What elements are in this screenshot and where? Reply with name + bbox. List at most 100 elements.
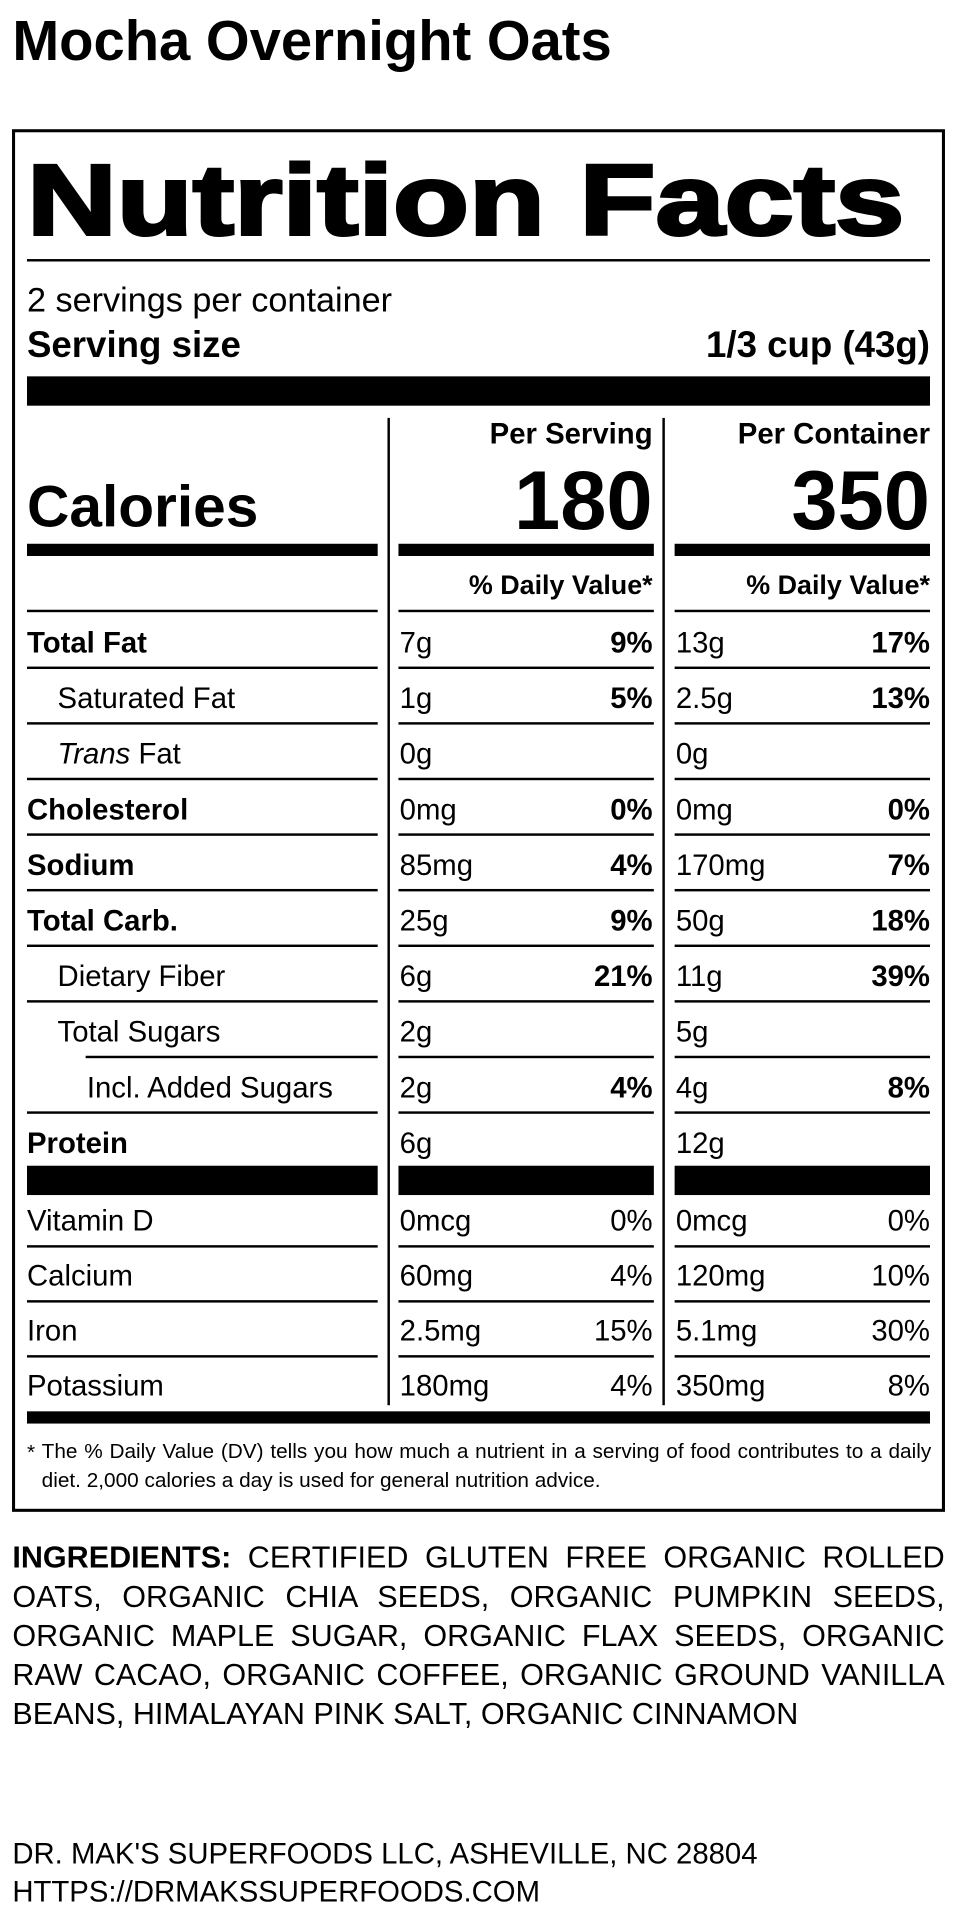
amount: 2g xyxy=(400,1071,433,1104)
calories-label: Calories xyxy=(27,475,258,540)
nutrient-name-text: Cholesterol xyxy=(27,793,188,826)
daily-value: 13% xyxy=(871,682,930,715)
amount: 1g xyxy=(400,682,433,715)
bar xyxy=(674,543,931,556)
calories-value: 350 xyxy=(791,454,930,547)
thick-bar xyxy=(674,1165,931,1196)
rule xyxy=(398,1355,654,1358)
amount: 0g xyxy=(400,738,433,771)
nutrient-name: Iron xyxy=(27,1314,78,1347)
rule xyxy=(398,944,654,948)
rule xyxy=(398,833,654,836)
amount: 2g xyxy=(400,1016,433,1049)
rule xyxy=(674,722,931,725)
daily-value: 4% xyxy=(610,849,652,882)
rule xyxy=(26,609,378,613)
rule xyxy=(398,777,654,781)
rule xyxy=(26,722,378,725)
nutrient-name: Dietary Fiber xyxy=(58,960,226,993)
nutrient-name-text: Potassium xyxy=(27,1369,164,1402)
serving-size: 1/3 cup (43g) xyxy=(706,324,930,365)
amount: 60mg xyxy=(400,1259,473,1292)
daily-value: 8% xyxy=(888,1071,930,1104)
amount: 12g xyxy=(676,1127,725,1160)
rule xyxy=(398,1300,654,1303)
footnote: The % Daily Value (DV) tells you how muc… xyxy=(41,1439,932,1492)
column-divider xyxy=(387,417,390,1406)
rule xyxy=(398,888,654,892)
servings: 2 servings per container xyxy=(27,282,392,320)
daily-value: 0% xyxy=(888,1204,930,1237)
rule xyxy=(674,666,931,670)
amount: 5.1mg xyxy=(676,1314,757,1347)
nutrient-name-text: Incl. Added Sugars xyxy=(87,1071,333,1104)
daily-value: 39% xyxy=(871,960,930,993)
daily-value: 5% xyxy=(610,682,652,715)
nutrient-name: Trans Fat xyxy=(58,738,181,771)
rule xyxy=(398,609,654,613)
thick-bar xyxy=(26,1165,378,1196)
rule xyxy=(26,1111,378,1114)
rule xyxy=(674,1355,931,1358)
nutrient-name-text: Fat xyxy=(130,738,181,771)
amount: 0g xyxy=(676,738,709,771)
footnote-mark: * xyxy=(27,1441,35,1464)
nutrient-name-text: Saturated Fat xyxy=(58,682,236,715)
nutrient-name-text: Total Sugars xyxy=(58,1016,221,1049)
address-line: DR. MAK'S SUPERFOODS LLC, ASHEVILLE, NC … xyxy=(12,1837,757,1870)
daily-value: 17% xyxy=(871,627,930,660)
rule xyxy=(26,1300,378,1303)
rule xyxy=(674,1055,931,1059)
amount: 85mg xyxy=(400,849,473,882)
ingredients-box: INGREDIENTS: CERTIFIED GLUTEN FREE ORGAN… xyxy=(12,1538,944,1734)
daily-value: 0% xyxy=(610,1204,652,1237)
daily-value: 4% xyxy=(610,1369,652,1402)
daily-value: 0% xyxy=(888,793,930,826)
rule xyxy=(26,944,378,948)
nutrient-name-text: Vitamin D xyxy=(27,1204,154,1237)
rule xyxy=(674,1000,931,1003)
nutrient-name: Cholesterol xyxy=(27,793,188,826)
nutrient-name: Sodium xyxy=(27,849,134,882)
rule xyxy=(674,777,931,781)
rule xyxy=(398,1111,654,1114)
dv-heading: % Daily Value* xyxy=(469,570,653,600)
amount: 11g xyxy=(676,960,723,993)
amount: 6g xyxy=(400,1127,433,1160)
nutrient-name: Total Carb. xyxy=(27,905,178,938)
label-border xyxy=(12,129,945,1512)
amount: 5g xyxy=(676,1016,709,1049)
daily-value: 8% xyxy=(888,1369,930,1402)
amount: 6g xyxy=(400,960,433,993)
rule xyxy=(674,888,931,892)
ingredients-paragraph: INGREDIENTS: CERTIFIED GLUTEN FREE ORGAN… xyxy=(12,1538,944,1734)
rule xyxy=(674,1245,931,1248)
daily-value: 0% xyxy=(610,793,652,826)
daily-value: 4% xyxy=(610,1259,652,1292)
amount: 180mg xyxy=(400,1369,490,1402)
daily-value: 7% xyxy=(888,849,930,882)
thick-bar xyxy=(26,376,931,406)
daily-value: 18% xyxy=(871,905,930,938)
thick-bar xyxy=(398,1165,654,1196)
rule xyxy=(398,1245,654,1248)
daily-value: 30% xyxy=(871,1314,930,1347)
amount: 50g xyxy=(676,905,725,938)
rule xyxy=(674,1111,931,1114)
nutrient-name-text: Dietary Fiber xyxy=(58,960,226,993)
amount: 25g xyxy=(400,905,449,938)
calories-value: 180 xyxy=(514,454,653,547)
daily-value: 21% xyxy=(594,960,653,993)
nutrient-name-italic: Trans xyxy=(58,738,131,771)
rule xyxy=(398,666,654,670)
nutrient-name-text: Calcium xyxy=(27,1259,133,1292)
nutrient-name: Potassium xyxy=(27,1369,164,1402)
ingredients: CERTIFIED GLUTEN FREE ORGANIC ROLLED OAT… xyxy=(12,1540,945,1732)
label-heading: Nutrition Facts xyxy=(27,145,904,257)
nutrient-name: Calcium xyxy=(27,1259,133,1292)
nutrient-name-text: Iron xyxy=(27,1314,78,1347)
rule xyxy=(85,1055,378,1059)
nutrient-name: Protein xyxy=(27,1127,128,1160)
serving-size-label: Serving size xyxy=(27,324,241,365)
